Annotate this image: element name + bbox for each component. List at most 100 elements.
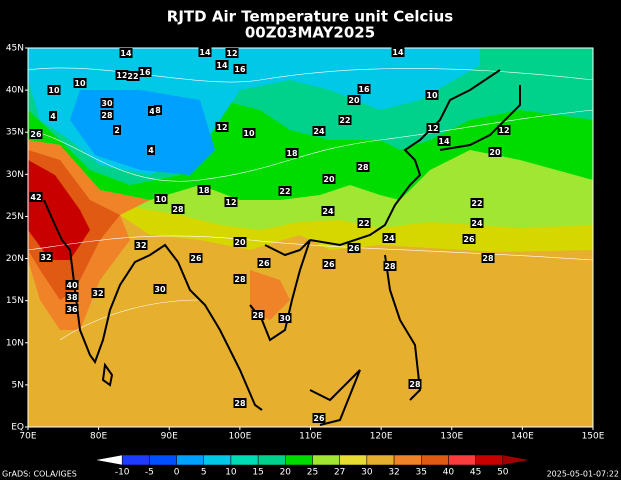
- contour-label: 4: [50, 112, 56, 121]
- contour-label-box: [322, 174, 336, 184]
- contour-label-box: [113, 125, 121, 135]
- contour-label: 16: [358, 85, 370, 94]
- contour-label-box: [357, 84, 371, 94]
- contour-label-box: [391, 47, 405, 57]
- contour-label: 28: [384, 262, 396, 271]
- contour-label-box: [322, 259, 336, 269]
- contour-label: 14: [216, 61, 228, 70]
- contour-label-box: [47, 85, 61, 95]
- contour-label: 28: [172, 205, 184, 214]
- contour-label-box: [321, 206, 335, 216]
- contour-label-box: [233, 237, 247, 247]
- x-tick-label: 150E: [582, 432, 605, 442]
- y-tick-label: 5N: [12, 380, 24, 390]
- contour-label-box: [233, 64, 247, 74]
- contour-label-box: [312, 126, 326, 136]
- contour-label-box: [215, 122, 229, 132]
- contour-label-box: [189, 253, 203, 263]
- contour-label-box: [65, 304, 79, 314]
- y-tick-label: 30N: [6, 170, 24, 180]
- y-tick-label: 45N: [6, 44, 24, 54]
- contour-label-box: [91, 288, 105, 298]
- contour-label-box: [148, 106, 156, 116]
- contour-label-box: [29, 192, 43, 202]
- contour-label-box: [100, 98, 114, 108]
- colorbar-label: 0: [174, 468, 180, 478]
- footer-right: 2025-05-01-07:22: [547, 470, 619, 479]
- contour-label: 28: [101, 111, 113, 120]
- contour-label: 20: [348, 96, 360, 105]
- x-tick-label: 70E: [19, 432, 36, 442]
- contour-label-box: [347, 95, 361, 105]
- contour-label: 26: [313, 414, 325, 423]
- colorbar-label: 25: [307, 468, 318, 478]
- contour-label-box: [134, 240, 148, 250]
- contour-label: 30: [154, 285, 166, 294]
- y-tick-label: EQ: [11, 423, 24, 433]
- contour-label: 8: [155, 106, 161, 115]
- contour-label: 26: [348, 244, 360, 253]
- colorbar-swatch: [230, 454, 259, 466]
- contour-label-box: [39, 252, 53, 262]
- colorbar-label: 10: [225, 468, 237, 478]
- contour-label: 28: [234, 399, 246, 408]
- contour-label: 28: [482, 254, 494, 263]
- colorbar-label: 35: [416, 468, 427, 478]
- contour-label: 26: [30, 130, 42, 139]
- contour-label: 12: [216, 123, 227, 132]
- contour-label-box: [126, 71, 140, 81]
- contour-label: 16: [234, 65, 246, 74]
- contour-label-box: [29, 129, 43, 139]
- contour-label-box: [225, 48, 239, 58]
- y-tick-label: 25N: [6, 212, 24, 222]
- contour-label: 10: [426, 91, 438, 100]
- temperature-field: [28, 48, 593, 427]
- contour-label-box: [233, 274, 247, 284]
- colorbar-swatch: [285, 454, 313, 466]
- colorbar-label: -5: [145, 468, 154, 478]
- contour-label-box: [119, 48, 133, 58]
- contour-label: 22: [471, 199, 482, 208]
- colorbar-swatch: [257, 454, 286, 466]
- contour-label-box: [285, 148, 299, 158]
- subtitle: 00Z03MAY2025: [245, 24, 375, 42]
- contour-label: 12: [427, 124, 438, 133]
- contour-label: 12: [225, 198, 236, 207]
- colorbar-swatch: [149, 454, 177, 466]
- contour-label-box: [278, 313, 292, 323]
- contour-label: 4: [149, 107, 155, 116]
- contour-label-box: [257, 258, 271, 268]
- contour-label-box: [154, 105, 162, 115]
- colorbar-label: 30: [361, 468, 373, 478]
- contour-label-box: [437, 136, 451, 146]
- contour-label: 30: [101, 99, 113, 108]
- contour-label: 26: [190, 254, 202, 263]
- contour-label: 16: [139, 68, 151, 77]
- contour-label: 20: [234, 238, 246, 247]
- contour-label: 22: [127, 72, 138, 81]
- contour-label: 10: [48, 86, 60, 95]
- contour-label-box: [382, 233, 396, 243]
- contour-label-box: [147, 145, 155, 155]
- contour-label-box: [481, 253, 495, 263]
- contour-label-box: [488, 147, 502, 157]
- contour-label: 26: [323, 260, 335, 269]
- contour-label-box: [470, 218, 484, 228]
- contour-label-box: [426, 123, 440, 133]
- y-tick-label: 35N: [6, 128, 24, 138]
- contour-label: 32: [40, 253, 51, 262]
- colorbar-swatch: [448, 454, 476, 466]
- colorbar-swatch: [176, 454, 204, 466]
- contour-label: 24: [313, 127, 325, 136]
- contour-label-box: [65, 292, 79, 302]
- contour-label: 10: [243, 129, 255, 138]
- contour-label-box: [153, 284, 167, 294]
- x-tick-label: 110E: [299, 432, 322, 442]
- contour-label-box: [312, 413, 326, 423]
- contour-label: 38: [66, 293, 78, 302]
- colorbar-swatch: [312, 454, 340, 466]
- contour-label: 12: [226, 49, 237, 58]
- contour-label-box: [425, 90, 439, 100]
- contour-label-box: [49, 111, 57, 121]
